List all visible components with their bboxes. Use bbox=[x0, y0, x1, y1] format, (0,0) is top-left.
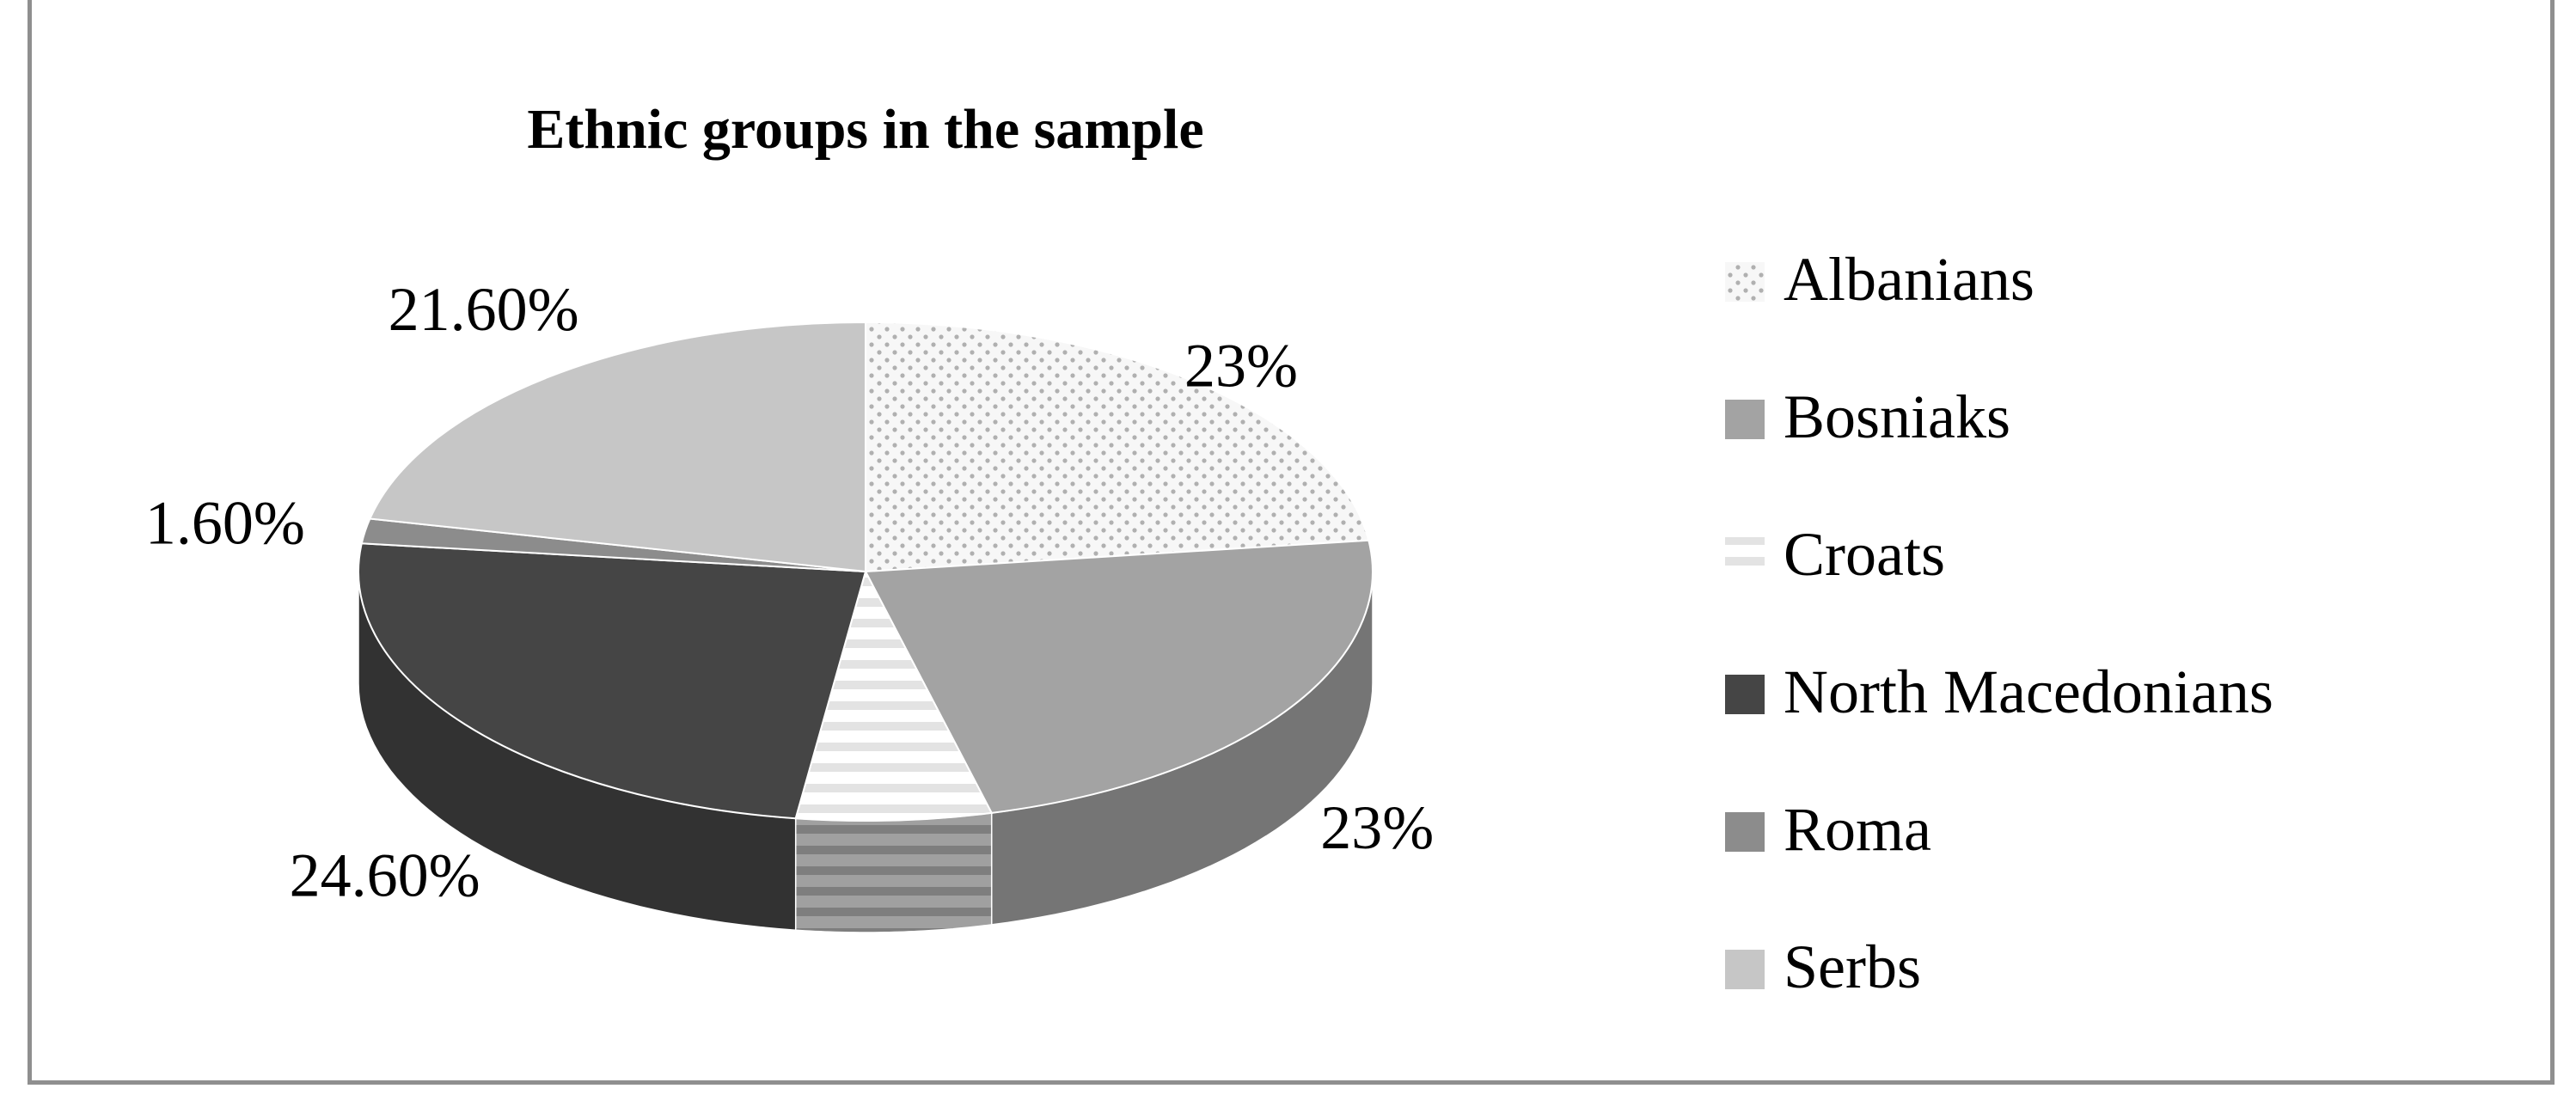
legend-swatch-albanians bbox=[1725, 262, 1765, 302]
legend-label-north-macedonians: North Macedonians bbox=[1784, 657, 2273, 726]
data-labels: 23% 23% 6.20% 24.60% 1.60% 21.60% bbox=[145, 275, 1434, 1085]
slice-bosniaks bbox=[864, 539, 1374, 814]
data-label-croats: 6.20% bbox=[814, 1077, 974, 1085]
slice-croats bbox=[794, 569, 994, 822]
slice-albanians bbox=[865, 321, 1370, 573]
legend-swatch-bosniaks bbox=[1725, 400, 1765, 439]
data-label-serbs: 21.60% bbox=[389, 275, 579, 344]
data-label-roma: 1.60% bbox=[145, 488, 305, 557]
slice-north-macedonians bbox=[358, 542, 867, 820]
chart-title: Ethnic groups in the sample bbox=[527, 98, 1203, 161]
legend-swatch-north-macedonians bbox=[1725, 675, 1765, 714]
legend-swatch-serbs bbox=[1725, 950, 1765, 989]
slice-side-croats bbox=[794, 812, 993, 933]
legend-swatch-roma bbox=[1725, 812, 1765, 852]
legend-swatch-croats bbox=[1725, 537, 1765, 577]
legend-label-roma: Roma bbox=[1784, 795, 1931, 864]
legend: Albanians Bosniaks Croats North Macedonians… bbox=[1725, 245, 2273, 1001]
data-label-albanians: 23% bbox=[1184, 332, 1298, 401]
slice-serbs bbox=[368, 321, 866, 573]
pie-chart: Ethnic groups in the sample 23%23%6.20%2… bbox=[145, 98, 2273, 1085]
data-label-bosniaks: 23% bbox=[1320, 793, 1434, 862]
legend-label-serbs: Serbs bbox=[1784, 933, 1921, 1001]
legend-label-bosniaks: Bosniaks bbox=[1784, 382, 2010, 451]
legend-label-croats: Croats bbox=[1784, 520, 1945, 589]
pie-slices bbox=[358, 321, 1374, 822]
legend-label-albanians: Albanians bbox=[1784, 245, 2034, 314]
data-label-north-macedonians: 24.60% bbox=[290, 841, 480, 910]
chart-frame: Ethnic groups in the sample 23%23%6.20%2… bbox=[28, 0, 2555, 1085]
